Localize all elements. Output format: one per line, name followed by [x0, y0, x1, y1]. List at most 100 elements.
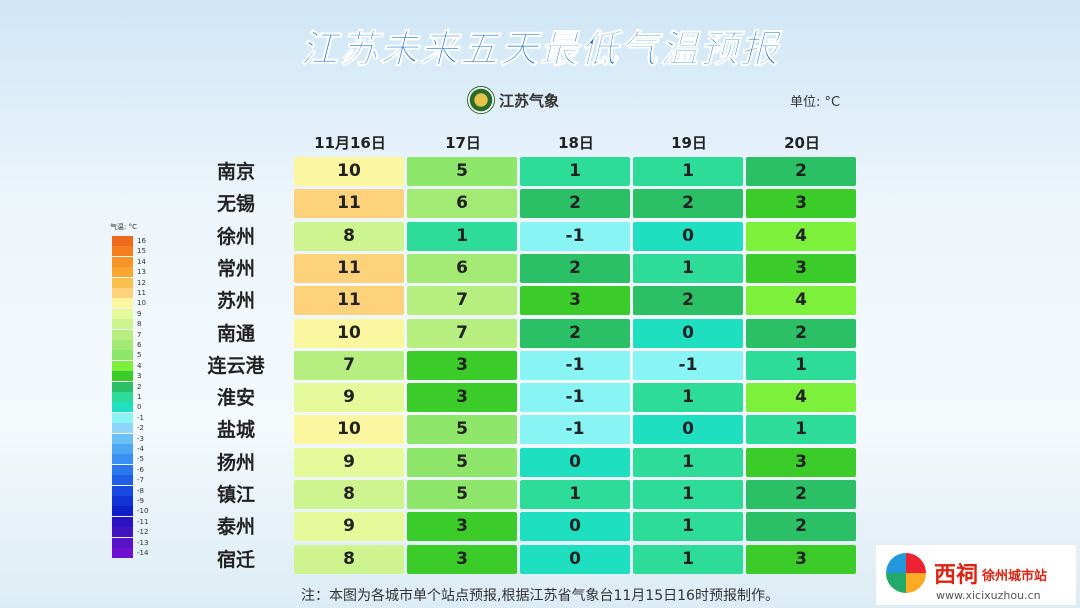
temp-cell: 5 [407, 447, 517, 477]
temp-cell: 0 [633, 318, 743, 348]
watermark-site: 徐州城市站 [982, 569, 1048, 584]
temp-cell: 2 [746, 318, 856, 348]
watermark-brand: 西祠 [934, 563, 979, 588]
legend-swatch [112, 340, 133, 350]
temp-cell: 11 [294, 286, 404, 316]
city-label: 镇江 [216, 484, 255, 506]
legend-swatch [112, 464, 133, 475]
temp-cell: 6 [407, 189, 517, 219]
legend-swatch [112, 288, 133, 298]
temp-cell: 1 [633, 480, 743, 509]
legend-label: 12 [137, 278, 146, 287]
legend-swatch [112, 329, 133, 340]
temp-cell: 11 [294, 189, 404, 219]
legend-swatch [112, 267, 133, 278]
legend-label: 8 [137, 320, 142, 329]
temp-cell: 2 [520, 318, 630, 348]
temp-cell: 2 [746, 480, 856, 509]
legend-swatch [112, 412, 133, 423]
temp-cell: 0 [520, 447, 630, 477]
temp-cell: 6 [407, 253, 517, 283]
temp-cell: 1 [746, 350, 856, 380]
legend-label: 5 [137, 351, 142, 360]
city-label: 泰州 [216, 516, 255, 539]
legend-label: -12 [137, 528, 149, 537]
legend-label: -9 [137, 497, 144, 505]
legend-label: 14 [137, 257, 146, 266]
temp-cell: 8 [294, 221, 404, 251]
legend-label: 16 [137, 237, 146, 245]
temp-cell: 2 [633, 189, 743, 219]
column-header: 17日 [445, 134, 481, 152]
legend-label: -1 [137, 413, 144, 422]
temp-cell: 1 [407, 221, 517, 251]
legend-label: 1 [137, 393, 142, 401]
temp-cell: -1 [520, 383, 630, 413]
column-header: 19日 [671, 134, 707, 152]
temp-cell: 9 [294, 512, 404, 542]
temp-cell: 2 [746, 157, 856, 186]
temp-cell: 0 [520, 544, 630, 574]
temp-cell: 4 [746, 286, 856, 316]
temp-cell: 4 [746, 383, 856, 413]
temp-cell: -1 [520, 415, 630, 445]
title: 江苏未来五天最低气温预报 [299, 27, 780, 72]
temp-cell: 2 [633, 286, 743, 316]
temp-cell: 3 [520, 286, 630, 316]
legend-label: 2 [137, 382, 142, 391]
temp-cell: 3 [407, 512, 517, 542]
city-label: 无锡 [216, 193, 255, 216]
legend-label: 4 [137, 361, 142, 370]
temp-cell: 9 [294, 447, 404, 477]
temp-cell: 10 [294, 318, 404, 348]
temp-cell: 1 [520, 480, 630, 509]
city-label: 苏州 [216, 290, 255, 313]
temp-cell: 2 [746, 512, 856, 542]
temp-cell: 1 [633, 544, 743, 574]
column-header: 18日 [558, 134, 594, 152]
temp-cell: 1 [633, 512, 743, 542]
temp-cell: 1 [633, 447, 743, 477]
legend-swatch [112, 537, 133, 548]
temp-cell: 10 [294, 157, 404, 186]
legend-label: 0 [137, 403, 142, 412]
temp-cell: -1 [633, 350, 743, 380]
temp-cell: 10 [294, 415, 404, 445]
legend-swatch [112, 433, 133, 444]
logo-icon [467, 86, 495, 114]
temp-cell: 7 [407, 318, 517, 348]
legend-label: -8 [137, 486, 144, 495]
city-label: 南京 [216, 161, 255, 183]
legend-title: 气温: °C [110, 223, 137, 231]
watermark: 西祠 徐州城市站 www.xicixuzhou.cn [876, 545, 1076, 605]
temp-cell: 7 [294, 350, 404, 380]
temp-cell: 3 [407, 383, 517, 413]
temp-cell: 1 [520, 157, 630, 186]
city-label: 常州 [216, 257, 255, 280]
legend-swatch [112, 496, 133, 506]
legend-label: 6 [137, 341, 142, 349]
temp-cell: 0 [633, 221, 743, 251]
column-header: 11月16日 [314, 134, 386, 152]
temp-cell: 3 [746, 447, 856, 477]
legend-label: -2 [137, 424, 144, 433]
legend-swatch [112, 350, 133, 361]
legend-swatch [112, 475, 133, 486]
legend-swatch [112, 308, 133, 319]
city-label: 南通 [216, 322, 255, 345]
legend-label: -7 [137, 476, 144, 485]
temp-cell: 3 [746, 189, 856, 219]
temp-cell: 3 [407, 544, 517, 574]
legend-swatch [112, 485, 133, 496]
legend-swatch [112, 256, 133, 267]
temp-cell: 8 [294, 544, 404, 574]
legend-swatch [112, 360, 133, 371]
legend-label: 10 [137, 299, 146, 308]
logo-text: 江苏气象 [499, 91, 560, 110]
logo: 江苏气象 [467, 86, 559, 114]
legend-label: -4 [137, 445, 144, 453]
legend-label: -14 [137, 549, 149, 557]
legend-swatch [112, 246, 133, 257]
temp-cell: 5 [407, 415, 517, 445]
column-header: 20日 [784, 134, 820, 152]
